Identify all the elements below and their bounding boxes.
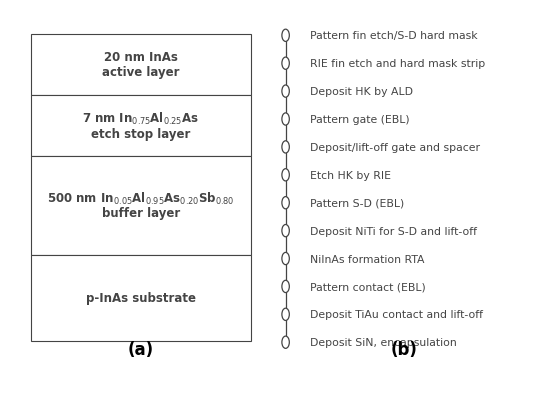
Ellipse shape: [282, 113, 289, 126]
Bar: [31, 34, 250, 96]
Text: Pattern S-D (EBL): Pattern S-D (EBL): [309, 198, 404, 208]
Text: Deposit SiN, encapsulation: Deposit SiN, encapsulation: [309, 337, 456, 347]
Text: Pattern fin etch/S-D hard mask: Pattern fin etch/S-D hard mask: [309, 31, 477, 41]
Text: RIE fin etch and hard mask strip: RIE fin etch and hard mask strip: [309, 59, 485, 69]
Ellipse shape: [282, 141, 289, 153]
Text: Deposit HK by ALD: Deposit HK by ALD: [309, 87, 412, 97]
Ellipse shape: [282, 336, 289, 349]
Text: 500 nm In$_{0.05}$Al$_{0.95}$As$_{0.20}$Sb$_{0.80}$: 500 nm In$_{0.05}$Al$_{0.95}$As$_{0.20}$…: [47, 190, 235, 207]
Text: Pattern contact (EBL): Pattern contact (EBL): [309, 282, 425, 292]
Ellipse shape: [282, 86, 289, 98]
Text: Deposit/lift-off gate and spacer: Deposit/lift-off gate and spacer: [309, 143, 480, 153]
Text: Deposit NiTi for S-D and lift-off: Deposit NiTi for S-D and lift-off: [309, 226, 476, 236]
Text: etch stop layer: etch stop layer: [91, 127, 191, 140]
Ellipse shape: [282, 253, 289, 265]
Ellipse shape: [282, 225, 289, 237]
Text: NiInAs formation RTA: NiInAs formation RTA: [309, 254, 424, 264]
Bar: [31, 157, 250, 255]
Bar: [31, 96, 250, 157]
Ellipse shape: [282, 169, 289, 181]
Text: active layer: active layer: [102, 66, 179, 79]
Text: Etch HK by RIE: Etch HK by RIE: [309, 171, 390, 180]
Bar: [31, 255, 250, 341]
Text: Pattern gate (EBL): Pattern gate (EBL): [309, 115, 409, 125]
Text: (b): (b): [390, 340, 417, 358]
Text: 7 nm In$_{0.75}$Al$_{0.25}$As: 7 nm In$_{0.75}$Al$_{0.25}$As: [82, 111, 199, 127]
Ellipse shape: [282, 58, 289, 70]
Ellipse shape: [282, 197, 289, 209]
Ellipse shape: [282, 30, 289, 43]
Text: p-InAs substrate: p-InAs substrate: [86, 291, 196, 304]
Text: (a): (a): [128, 340, 154, 358]
Text: buffer layer: buffer layer: [102, 207, 180, 220]
Ellipse shape: [282, 281, 289, 293]
Ellipse shape: [282, 309, 289, 321]
Text: 20 nm InAs: 20 nm InAs: [104, 51, 178, 64]
Text: Deposit TiAu contact and lift-off: Deposit TiAu contact and lift-off: [309, 309, 482, 320]
